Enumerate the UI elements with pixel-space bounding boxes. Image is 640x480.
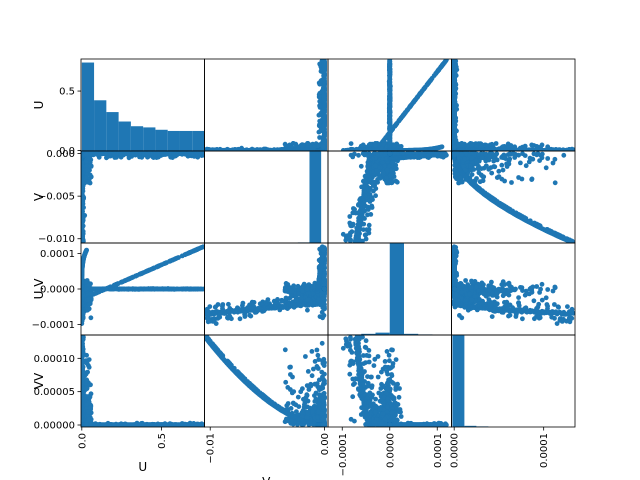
scatter-point — [395, 180, 400, 185]
scatter-point — [371, 183, 376, 188]
hist-bar — [168, 131, 180, 151]
panels-layer: 0.00.50.000−0.005−0.0100.00010.0000−0.00… — [32, 57, 576, 476]
scatter-point — [368, 212, 373, 217]
hist-bar — [106, 112, 118, 151]
scatter-points — [452, 57, 576, 153]
hist-bar — [192, 131, 204, 151]
scatter-point — [452, 144, 457, 149]
scatter-point — [406, 107, 411, 112]
panel-V-vs-UV — [328, 151, 452, 245]
scatter-point — [443, 59, 448, 64]
y-tick-label: 0.5 — [59, 87, 75, 98]
scatter-points — [79, 151, 206, 245]
scatter-point — [373, 164, 378, 169]
scatter-point — [349, 141, 354, 146]
hist-bar — [155, 130, 167, 151]
scatter-point — [440, 144, 445, 149]
scatter-point — [84, 152, 89, 157]
hist-bar — [143, 127, 155, 151]
scatter-point — [350, 223, 355, 228]
scatter-point — [321, 144, 326, 149]
panel-frame — [81, 151, 205, 243]
scatter-point — [352, 152, 357, 157]
scatter-point — [452, 57, 457, 62]
hist-bar — [180, 131, 192, 151]
panel-U-vs-UV — [328, 57, 452, 153]
scatter-point — [322, 57, 327, 62]
scatter-point — [201, 151, 206, 156]
scatter-point — [381, 138, 386, 143]
scatter-point — [428, 78, 433, 83]
scatter-point — [350, 229, 355, 234]
scatter-point — [540, 143, 545, 148]
scatter-point — [392, 143, 397, 148]
scatter-point — [352, 207, 357, 212]
scatter-points — [341, 151, 449, 245]
panel-V-vs-U: 0.000−0.005−0.010 — [38, 149, 206, 245]
panel-frame — [205, 59, 329, 151]
scatter-points — [202, 57, 327, 153]
scatter-point — [364, 227, 369, 232]
scatter-point — [375, 177, 380, 182]
scatter-point — [460, 143, 465, 148]
panel-U-vs-V — [202, 57, 328, 153]
scatter-point — [469, 143, 474, 148]
scatter-point — [436, 68, 441, 73]
scatter-point — [418, 91, 423, 96]
scatter-point — [384, 180, 389, 185]
scatter-point — [381, 170, 386, 175]
hist-bar — [82, 63, 94, 151]
scatter-point — [385, 168, 390, 173]
scatter-point — [392, 152, 397, 157]
y-tick-label: 0.000 — [46, 149, 75, 160]
scatter-point — [395, 121, 400, 126]
scatter-point — [387, 57, 392, 62]
scatter-point — [317, 113, 322, 118]
scatter-point — [490, 142, 495, 147]
scatter-point — [89, 164, 94, 169]
scatter-point — [306, 141, 311, 146]
hist-bar — [131, 126, 143, 151]
hist-bar — [94, 100, 106, 151]
scatter-point — [368, 142, 373, 147]
scatter-point — [344, 148, 349, 153]
scatter-points — [341, 57, 449, 153]
scatter-point — [367, 223, 372, 228]
scatter-point — [369, 195, 374, 200]
scatter-point — [363, 233, 368, 238]
scatter-point — [384, 175, 389, 180]
scatter-point — [359, 164, 364, 169]
panel-frame — [452, 59, 576, 151]
scatter-point — [373, 143, 378, 148]
panel-U-vs-U: 0.00.5 — [59, 59, 204, 157]
scatter-point — [383, 164, 388, 169]
y-tick-label: −0.010 — [38, 234, 75, 245]
scatter-point — [344, 236, 349, 241]
scatter-point — [316, 143, 321, 148]
panel-U-vs-VV — [452, 57, 576, 153]
scatter-point — [383, 152, 388, 157]
hist-bar — [119, 122, 131, 151]
scatter-point — [356, 153, 361, 158]
